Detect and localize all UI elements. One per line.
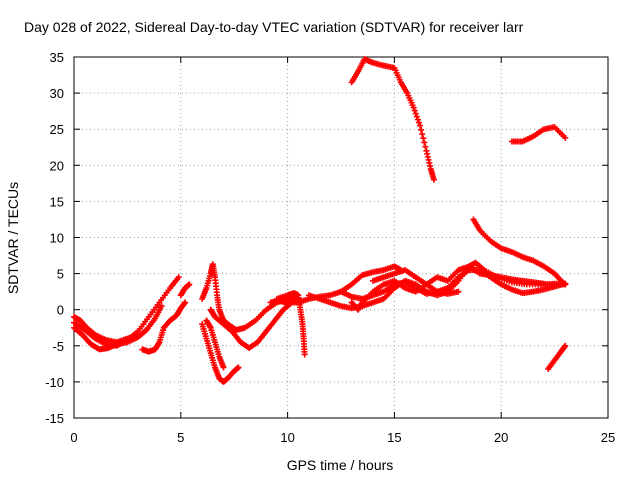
y-tick-label: 30	[50, 86, 64, 101]
data-point	[182, 299, 189, 306]
x-tick-label: 25	[601, 430, 615, 445]
data-point	[562, 281, 569, 288]
chart-title: Day 028 of 2022, Sidereal Day-to-day VTE…	[24, 19, 524, 35]
x-tick-label: 5	[177, 430, 184, 445]
data-point	[415, 119, 422, 126]
data-point	[414, 116, 421, 123]
series-arc7	[199, 321, 242, 385]
x-axis-label: GPS time / hours	[287, 457, 394, 473]
data-point	[412, 110, 419, 117]
data-points	[71, 56, 569, 385]
data-point	[220, 364, 227, 371]
data-point	[562, 134, 569, 141]
x-tick-label: 10	[280, 430, 294, 445]
data-point	[540, 280, 547, 287]
series-arc14	[348, 263, 547, 313]
data-point	[418, 126, 425, 133]
y-tick-label: 10	[50, 231, 64, 246]
series-arc15	[370, 266, 462, 297]
y-tick-label: 25	[50, 122, 64, 137]
data-point	[420, 135, 427, 142]
data-point	[422, 143, 429, 150]
series-arc8	[203, 317, 227, 371]
series-arc3	[71, 274, 182, 349]
data-point	[421, 139, 428, 146]
x-tick-label: 0	[70, 430, 77, 445]
series-arc10	[273, 290, 308, 358]
data-point	[158, 303, 165, 310]
data-point	[562, 342, 569, 349]
x-tick-label: 15	[387, 430, 401, 445]
axis-ticks: 0 5 10 15 20 25 -15 -10 -5 0 5 10 15 20 25 30 35	[45, 50, 615, 445]
data-point	[430, 176, 437, 183]
series-arc17	[508, 124, 569, 145]
y-tick-label: 15	[50, 194, 64, 209]
y-tick-label: 35	[50, 50, 64, 65]
data-point	[413, 113, 420, 120]
data-point	[410, 104, 417, 111]
y-axis-label: SDTVAR / TECUs	[5, 182, 21, 294]
data-point	[455, 288, 462, 295]
y-tick-label: -5	[52, 339, 64, 354]
y-tick-label: 0	[57, 303, 64, 318]
data-point	[411, 107, 418, 114]
series-arc4	[139, 299, 189, 355]
y-tick-label: 20	[50, 158, 64, 173]
series-arc12	[305, 259, 569, 312]
data-point	[235, 364, 242, 371]
data-point	[419, 131, 426, 138]
data-point	[417, 122, 424, 129]
data-point	[175, 274, 182, 281]
y-tick-label: -15	[45, 411, 64, 426]
data-point	[301, 351, 308, 358]
series-arc5	[177, 281, 193, 299]
series-arc16	[348, 56, 437, 183]
series-arc19	[545, 342, 569, 372]
series-arc18	[470, 216, 569, 288]
y-tick-label: 5	[57, 267, 64, 282]
data-point	[186, 281, 193, 288]
x-tick-label: 20	[494, 430, 508, 445]
grid-lines	[74, 57, 608, 418]
y-tick-label: -10	[45, 375, 64, 390]
